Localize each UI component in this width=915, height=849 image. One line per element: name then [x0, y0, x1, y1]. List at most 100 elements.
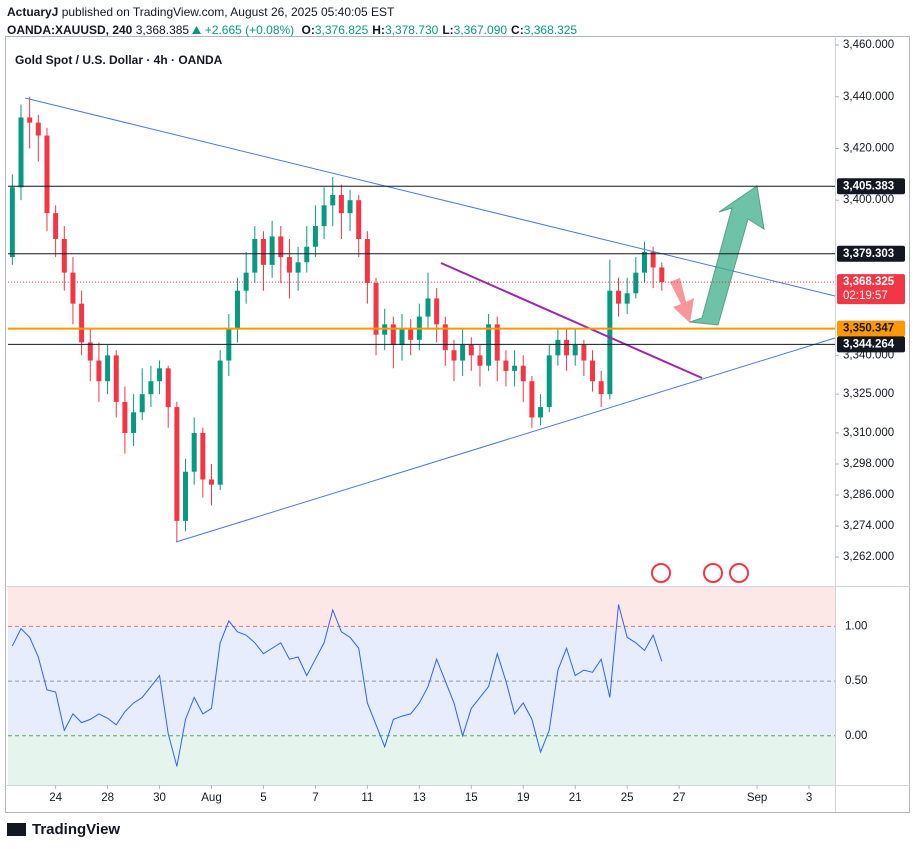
candle-body — [269, 236, 275, 265]
candle-body — [35, 122, 41, 136]
candle-body — [312, 226, 318, 247]
candle-body — [70, 272, 76, 304]
y-tick-label: 3,286.000 — [843, 489, 894, 501]
candle-body — [330, 195, 336, 206]
up-icon — [192, 26, 202, 34]
candle-body — [321, 205, 327, 227]
y-tick-label: 3,262.000 — [843, 551, 894, 563]
ohlc-value: 3,367.090 — [453, 23, 508, 37]
candle-body — [105, 355, 111, 382]
countdown: 02:19:57 — [843, 290, 888, 302]
x-tick-label: 24 — [49, 792, 62, 804]
trendline-lower — [175, 337, 836, 543]
x-tick-label: Sep — [747, 792, 767, 804]
candle-body — [572, 345, 578, 356]
symbol: OANDA:XAUUSD, 240 — [7, 23, 133, 37]
candle-body — [79, 303, 85, 343]
logo: TradingView — [32, 821, 120, 838]
candle-body — [347, 200, 353, 214]
candle-body — [624, 293, 630, 304]
x-tick-label: 19 — [517, 792, 530, 804]
candle-body — [174, 407, 180, 521]
arrow-down — [670, 278, 694, 323]
candle-body — [131, 412, 137, 433]
y-tick-label: 3,298.000 — [843, 458, 894, 470]
candle-body — [538, 407, 544, 418]
y-tick-label: 3,310.000 — [843, 427, 894, 439]
ohlc-label: O: — [301, 23, 315, 37]
candle-body — [503, 360, 509, 371]
candle-body — [113, 355, 119, 402]
indicator-tick-label: 1.00 — [845, 620, 867, 632]
x-tick-label: 21 — [569, 792, 582, 804]
candle-body — [373, 282, 379, 335]
candle-body — [286, 257, 292, 273]
x-tick-label: Aug — [201, 792, 221, 804]
candle-body — [390, 324, 396, 346]
x-tick-label: 13 — [413, 792, 426, 804]
candle-body — [607, 290, 613, 395]
ohlc: O:3,376.825 H:3,378.730 L:3,367.090 C:3,368… — [298, 23, 578, 37]
arrow-up — [689, 185, 765, 326]
candle-body — [44, 135, 50, 214]
chart-title: Gold Spot / U.S. Dollar · 4h · OANDA — [15, 53, 223, 67]
candle-body — [295, 262, 301, 273]
price-level-label-box — [837, 320, 905, 337]
candle-body — [434, 298, 440, 325]
candle-body — [217, 360, 223, 485]
candle-body — [590, 360, 596, 382]
candle-body — [18, 117, 24, 188]
y-tick-label: 3,325.000 — [843, 388, 894, 400]
y-tick-label: 3,400.000 — [843, 194, 894, 206]
candle-body — [442, 324, 448, 351]
x-tick-label: 11 — [361, 792, 373, 804]
oversold-band — [8, 735, 835, 785]
trendline-purple — [440, 262, 703, 379]
candle-body — [243, 272, 249, 291]
x-tick-label: 28 — [101, 792, 114, 804]
candle-body — [399, 329, 405, 346]
candle-body — [451, 350, 457, 361]
price-level-label: 3,405.383 — [843, 180, 894, 192]
event-icon — [729, 563, 749, 583]
candle-body — [278, 236, 284, 258]
author: ActuaryJ — [7, 5, 59, 19]
logo-icon — [7, 823, 26, 836]
candle-body — [157, 368, 163, 382]
candle-body — [616, 290, 622, 304]
published: published on TradingView.com, August 26,… — [61, 5, 395, 19]
ohlc-label: L: — [442, 23, 454, 37]
y-tick-label: 3,274.000 — [843, 520, 894, 532]
x-tick-label: 5 — [260, 792, 266, 804]
x-tick-label: 25 — [621, 792, 634, 804]
candle-body — [408, 329, 414, 340]
change: +2.665 (+0.08%) — [204, 23, 295, 37]
overbought-band — [8, 587, 835, 627]
candle-body — [165, 368, 171, 408]
candle-body — [87, 342, 93, 361]
candle-body — [486, 324, 492, 366]
candle-body — [234, 290, 240, 330]
candle-body — [564, 339, 570, 356]
candle-body — [529, 381, 535, 418]
candle-body — [650, 251, 656, 268]
candle-body — [226, 329, 232, 361]
candle-body — [9, 187, 15, 258]
candle-body — [598, 381, 604, 395]
candle-body — [183, 471, 189, 521]
candle-body — [27, 117, 33, 123]
x-tick-label: 7 — [312, 792, 318, 804]
candle-body — [148, 381, 154, 395]
candle-body — [659, 267, 665, 283]
candle-body — [494, 324, 500, 361]
candle-body — [512, 365, 518, 371]
indicator-line — [11, 604, 663, 767]
candle-body — [260, 238, 266, 265]
price-level-label-box — [837, 178, 905, 195]
ohlc-value: 3,376.825 — [314, 23, 369, 37]
x-tick-label: 27 — [673, 792, 686, 804]
candle-body — [633, 272, 639, 294]
price-level-label: 3,350.347 — [843, 323, 894, 335]
y-tick-label: 3,420.000 — [843, 143, 894, 155]
candle-body — [252, 238, 258, 273]
